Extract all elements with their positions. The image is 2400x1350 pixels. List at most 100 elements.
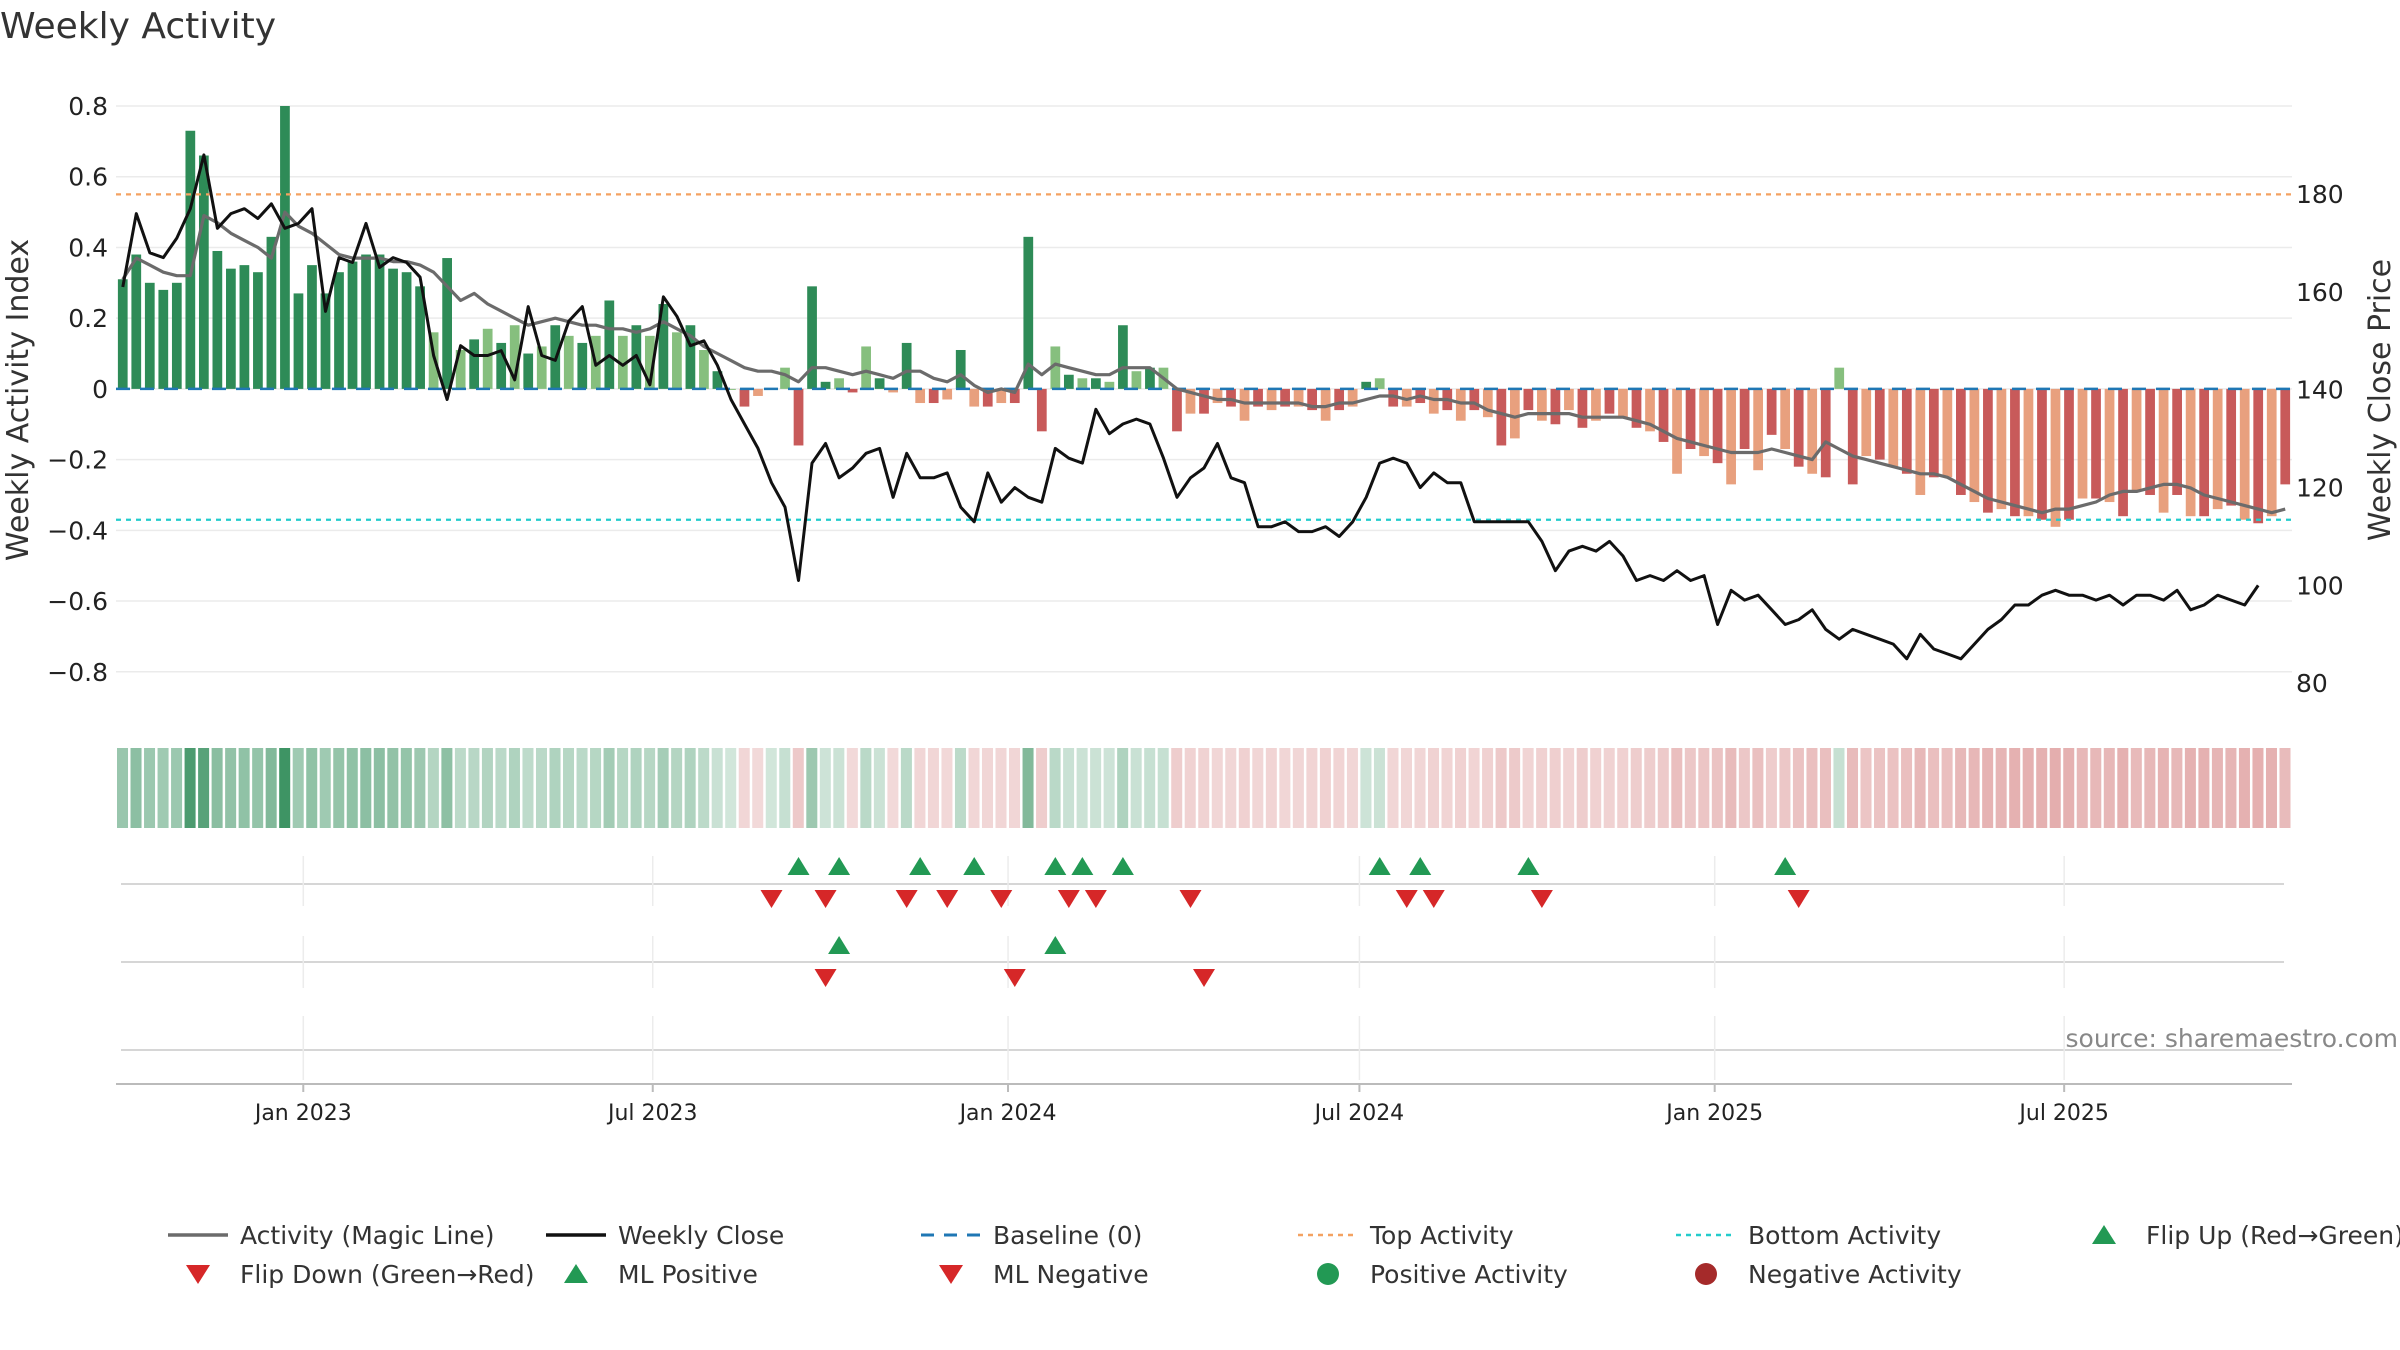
activity-bar [2253, 388, 2264, 524]
strip-cell [1022, 748, 1034, 828]
activity-bar [1266, 388, 1277, 411]
activity-bar [1226, 388, 1236, 407]
strip-cell [752, 748, 764, 828]
strip-cell [333, 748, 345, 828]
strip-cell [1238, 748, 1250, 828]
activity-bar [1374, 378, 1385, 389]
activity-bar [2145, 388, 2155, 495]
flip-down-marker [1787, 890, 1810, 908]
legend-label: Positive Activity [1370, 1260, 1568, 1289]
activity-bar [1185, 388, 1196, 414]
strip-cell [2265, 748, 2277, 828]
activity-bar [1104, 381, 1115, 389]
strip-cell [319, 748, 331, 828]
legend-negative-activity: Negative Activity [1695, 1260, 1962, 1289]
left-tick-label: −0.4 [47, 516, 108, 545]
magic-line [121, 210, 2286, 515]
strip-cell [1333, 748, 1345, 828]
activity-bar [1847, 388, 1858, 485]
strip-cell [1360, 748, 1372, 828]
activity-bar [523, 353, 534, 389]
activity-bar [1455, 388, 1466, 421]
strip-cell [954, 748, 966, 828]
activity-bar [1293, 388, 1304, 407]
activity-bar [388, 268, 398, 389]
strip-cell [427, 748, 439, 828]
strip-cell [1846, 748, 1859, 828]
strip-cell [2022, 748, 2034, 828]
x-tick-label: Jan 2024 [958, 1101, 1057, 1126]
activity-bar [1996, 388, 2007, 510]
activity-bar [171, 282, 182, 389]
activity-bar [117, 279, 128, 389]
flip-up-marker [1409, 857, 1432, 875]
activity-bar [1523, 388, 1534, 411]
flip-down-marker [814, 890, 837, 908]
legend-label: Flip Down (Green→Red) [240, 1260, 535, 1289]
activity-bar [266, 236, 277, 389]
flip-up-marker [1071, 857, 1094, 875]
strip-cell [1009, 748, 1021, 828]
activity-bar [969, 388, 980, 407]
strip-cell [2211, 748, 2223, 828]
activity-bar [1361, 381, 1372, 389]
activity-bar [1672, 388, 1682, 474]
activity-bar [185, 130, 196, 389]
activity-bar [374, 254, 385, 389]
activity-bar [1901, 388, 1912, 474]
strip-cell [1211, 748, 1223, 828]
legend: Activity (Magic Line) Weekly Close Baselin… [168, 1221, 2400, 1289]
strip-cell [1549, 748, 1561, 828]
activity-bar [1388, 388, 1399, 407]
legend-label: Baseline (0) [993, 1221, 1142, 1250]
strip-cell [1387, 748, 1399, 828]
strip-cell [1860, 748, 1872, 828]
strip-cell [603, 748, 615, 828]
legend-swatch [1695, 1263, 1717, 1285]
strip-cell [184, 748, 196, 828]
legend-label: Bottom Activity [1748, 1221, 1941, 1250]
strip-cell [779, 748, 791, 828]
strip-cell [117, 748, 129, 828]
activity-bar [807, 286, 817, 389]
strip-cell [1049, 748, 1061, 828]
x-tick-label: Jan 2025 [1664, 1101, 1763, 1126]
legend-swatch [186, 1265, 210, 1284]
strip-cell [1130, 748, 1142, 828]
right-tick-label: 160 [2296, 278, 2344, 307]
legend-swatch [1317, 1263, 1339, 1285]
legend-bottom-activity: Bottom Activity [1676, 1221, 1941, 1250]
strip-cell [590, 748, 602, 828]
strip-cell [360, 748, 372, 828]
legend-label: Negative Activity [1748, 1260, 1962, 1289]
left-tick-label: 0.4 [68, 233, 108, 262]
activity-bar [2266, 388, 2277, 517]
activity-bar [2104, 388, 2115, 503]
left-axis-label: Weekly Activity Index [1, 239, 36, 561]
activity-bar [1861, 388, 1872, 457]
x-tick-label: Jul 2023 [606, 1101, 698, 1126]
activity-bar [442, 258, 452, 389]
activity-bar [1118, 325, 1128, 389]
strip-cell [1968, 748, 1980, 828]
strip-cell [130, 748, 142, 828]
right-tick-label: 180 [2296, 180, 2344, 209]
strip-cell [1346, 748, 1358, 828]
activity-bar [820, 381, 831, 389]
activity-bar [2064, 388, 2074, 520]
strip-cell [1995, 748, 2007, 828]
activity-bar [2037, 388, 2047, 520]
left-tick-label: 0.2 [68, 304, 108, 333]
strip-cell [2103, 748, 2115, 828]
activity-bar [2050, 388, 2061, 527]
activity-bar [1645, 388, 1655, 432]
legend-flip-down: Flip Down (Green→Red) [186, 1260, 535, 1289]
activity-bar [2118, 388, 2128, 517]
activity-bar [672, 332, 682, 389]
flip-down-marker [936, 890, 959, 908]
strip-cell [1955, 748, 1967, 828]
activity-bar [1956, 388, 1966, 495]
legend-positive-activity: Positive Activity [1317, 1260, 1568, 1289]
strip-cell [373, 748, 385, 828]
activity-bar [158, 289, 169, 389]
